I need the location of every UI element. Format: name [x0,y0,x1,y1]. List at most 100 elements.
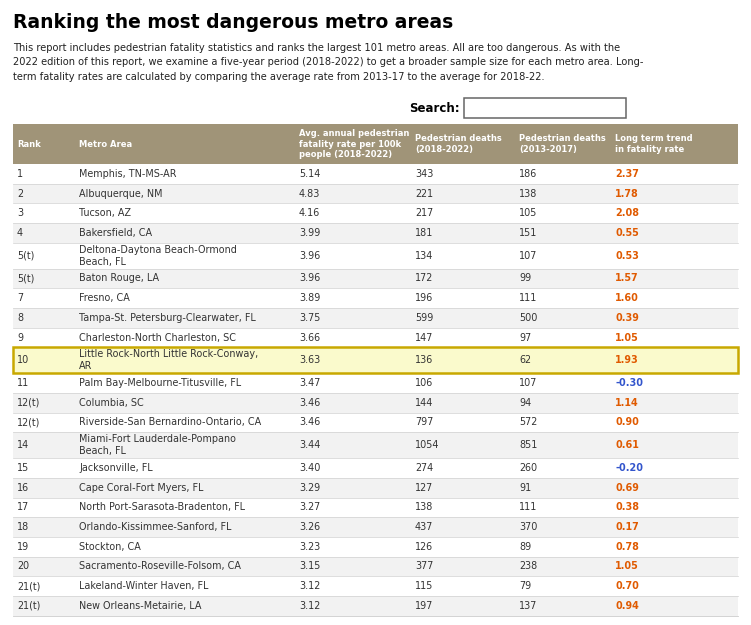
Text: Baton Rouge, LA: Baton Rouge, LA [79,274,159,284]
Text: 106: 106 [415,378,433,388]
Text: 238: 238 [519,561,537,571]
Text: 370: 370 [519,522,538,532]
Text: Cape Coral-Fort Myers, FL: Cape Coral-Fort Myers, FL [79,482,204,492]
Bar [13,557,738,576]
Text: 437: 437 [415,522,433,532]
Text: 12(t): 12(t) [17,418,41,428]
Text: 127: 127 [415,482,433,492]
Bar [13,203,738,223]
Text: 1.05: 1.05 [615,561,639,571]
Text: 851: 851 [519,440,538,450]
Text: Rank: Rank [17,139,41,149]
Bar [13,348,738,373]
Text: 4.83: 4.83 [299,189,321,199]
Bar [13,498,738,518]
Text: Riverside-San Bernardino-Ontario, CA: Riverside-San Bernardino-Ontario, CA [79,418,261,428]
Text: 217: 217 [415,208,433,218]
Text: 0.38: 0.38 [615,503,639,512]
Bar [13,269,738,288]
Text: 17: 17 [17,503,29,512]
Text: 11: 11 [17,378,29,388]
Text: Deltona-Daytona Beach-Ormond
Beach, FL: Deltona-Daytona Beach-Ormond Beach, FL [79,245,237,267]
Text: 3.96: 3.96 [299,274,320,284]
Text: 3.15: 3.15 [299,561,321,571]
Text: 0.39: 0.39 [615,313,639,323]
Text: 19: 19 [17,542,29,552]
Text: 105: 105 [519,208,538,218]
Text: 1.14: 1.14 [615,398,639,408]
Text: 15: 15 [17,463,29,473]
Text: 1.05: 1.05 [615,332,639,342]
Bar [13,518,738,537]
Text: 172: 172 [415,274,433,284]
Text: 260: 260 [519,463,537,473]
Text: 599: 599 [415,313,433,323]
Text: 147: 147 [415,332,433,342]
Text: 21(t): 21(t) [17,581,41,591]
Text: 115: 115 [415,581,433,591]
Text: 1.93: 1.93 [615,355,639,365]
Bar [13,308,738,328]
Text: 1: 1 [17,169,23,179]
Text: 1.78: 1.78 [615,189,639,199]
Text: 0.90: 0.90 [615,418,639,428]
Text: 343: 343 [415,169,433,179]
Text: 2: 2 [17,189,23,199]
Text: 0.70: 0.70 [615,581,639,591]
Text: 20: 20 [17,561,29,571]
Text: 3.66: 3.66 [299,332,320,342]
Bar [13,393,738,412]
Text: 3.23: 3.23 [299,542,320,552]
Bar [13,288,738,308]
Text: 144: 144 [415,398,433,408]
Text: Jacksonville, FL: Jacksonville, FL [79,463,152,473]
Text: 91: 91 [519,482,531,492]
Text: North Port-Sarasota-Bradenton, FL: North Port-Sarasota-Bradenton, FL [79,503,245,512]
Bar [13,412,738,432]
Text: 186: 186 [519,169,537,179]
Text: 79: 79 [519,581,531,591]
Text: Memphis, TN-MS-AR: Memphis, TN-MS-AR [79,169,176,179]
Text: 2.37: 2.37 [615,169,639,179]
Text: 12(t): 12(t) [17,398,41,408]
Text: 4.16: 4.16 [299,208,320,218]
Text: Pedestrian deaths
(2013-2017): Pedestrian deaths (2013-2017) [519,134,606,154]
Bar [13,458,738,478]
Bar [13,432,738,458]
Text: 181: 181 [415,228,433,238]
Bar [13,537,738,557]
Bar [13,242,738,269]
Text: Lakeland-Winter Haven, FL: Lakeland-Winter Haven, FL [79,581,208,591]
Text: Bakersfield, CA: Bakersfield, CA [79,228,152,238]
Text: 197: 197 [415,601,433,611]
Text: 274: 274 [415,463,433,473]
Text: -0.20: -0.20 [615,463,643,473]
Text: 151: 151 [519,228,538,238]
Text: 3.46: 3.46 [299,418,320,428]
Text: 0.69: 0.69 [615,482,639,492]
Text: Metro Area: Metro Area [79,139,132,149]
Text: 3.29: 3.29 [299,482,320,492]
Text: 97: 97 [519,332,531,342]
Bar [13,223,738,243]
Text: 3.27: 3.27 [299,503,320,512]
Text: 107: 107 [519,378,538,388]
Text: 500: 500 [519,313,538,323]
Text: 0.17: 0.17 [615,522,639,532]
Bar [13,328,738,348]
Text: 3.63: 3.63 [299,355,320,365]
Text: 21(t): 21(t) [17,601,41,611]
Bar [13,576,738,596]
Text: -0.30: -0.30 [615,378,643,388]
Text: 1054: 1054 [415,440,439,450]
Bar [13,184,738,203]
Bar [13,348,738,373]
Bar [13,596,738,616]
Text: Stockton, CA: Stockton, CA [79,542,141,552]
Text: 9: 9 [17,332,23,342]
Text: 126: 126 [415,542,433,552]
Bar [13,478,738,498]
Bar [13,373,738,393]
Text: Little Rock-North Little Rock-Conway,
AR: Little Rock-North Little Rock-Conway, AR [79,349,258,371]
Text: 99: 99 [519,274,531,284]
